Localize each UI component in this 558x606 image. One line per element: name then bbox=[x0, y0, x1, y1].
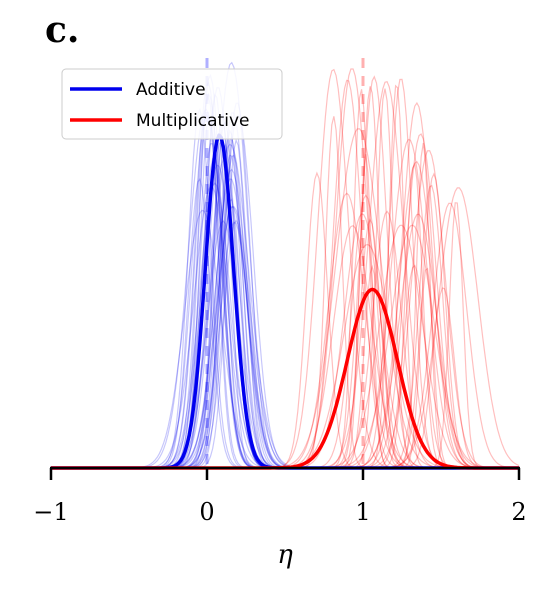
legend-label-multiplicative: Multiplicative bbox=[136, 111, 249, 131]
x-tick-label: 1 bbox=[355, 498, 370, 526]
legend: Additive Multiplicative bbox=[61, 68, 283, 140]
x-tick-label: 2 bbox=[511, 498, 526, 526]
x-tick-label: −1 bbox=[33, 498, 68, 526]
x-ticks: −1 0 1 2 bbox=[33, 468, 527, 526]
x-axis-label: η bbox=[277, 540, 293, 570]
x-tick-label: 0 bbox=[199, 498, 214, 526]
panel-label: c. bbox=[45, 9, 79, 51]
x-axis: −1 0 1 2 η bbox=[33, 466, 527, 570]
legend-label-additive: Additive bbox=[136, 80, 206, 100]
ensemble-curve-multiplicative bbox=[51, 101, 519, 469]
ensemble-curve-additive bbox=[51, 102, 519, 469]
